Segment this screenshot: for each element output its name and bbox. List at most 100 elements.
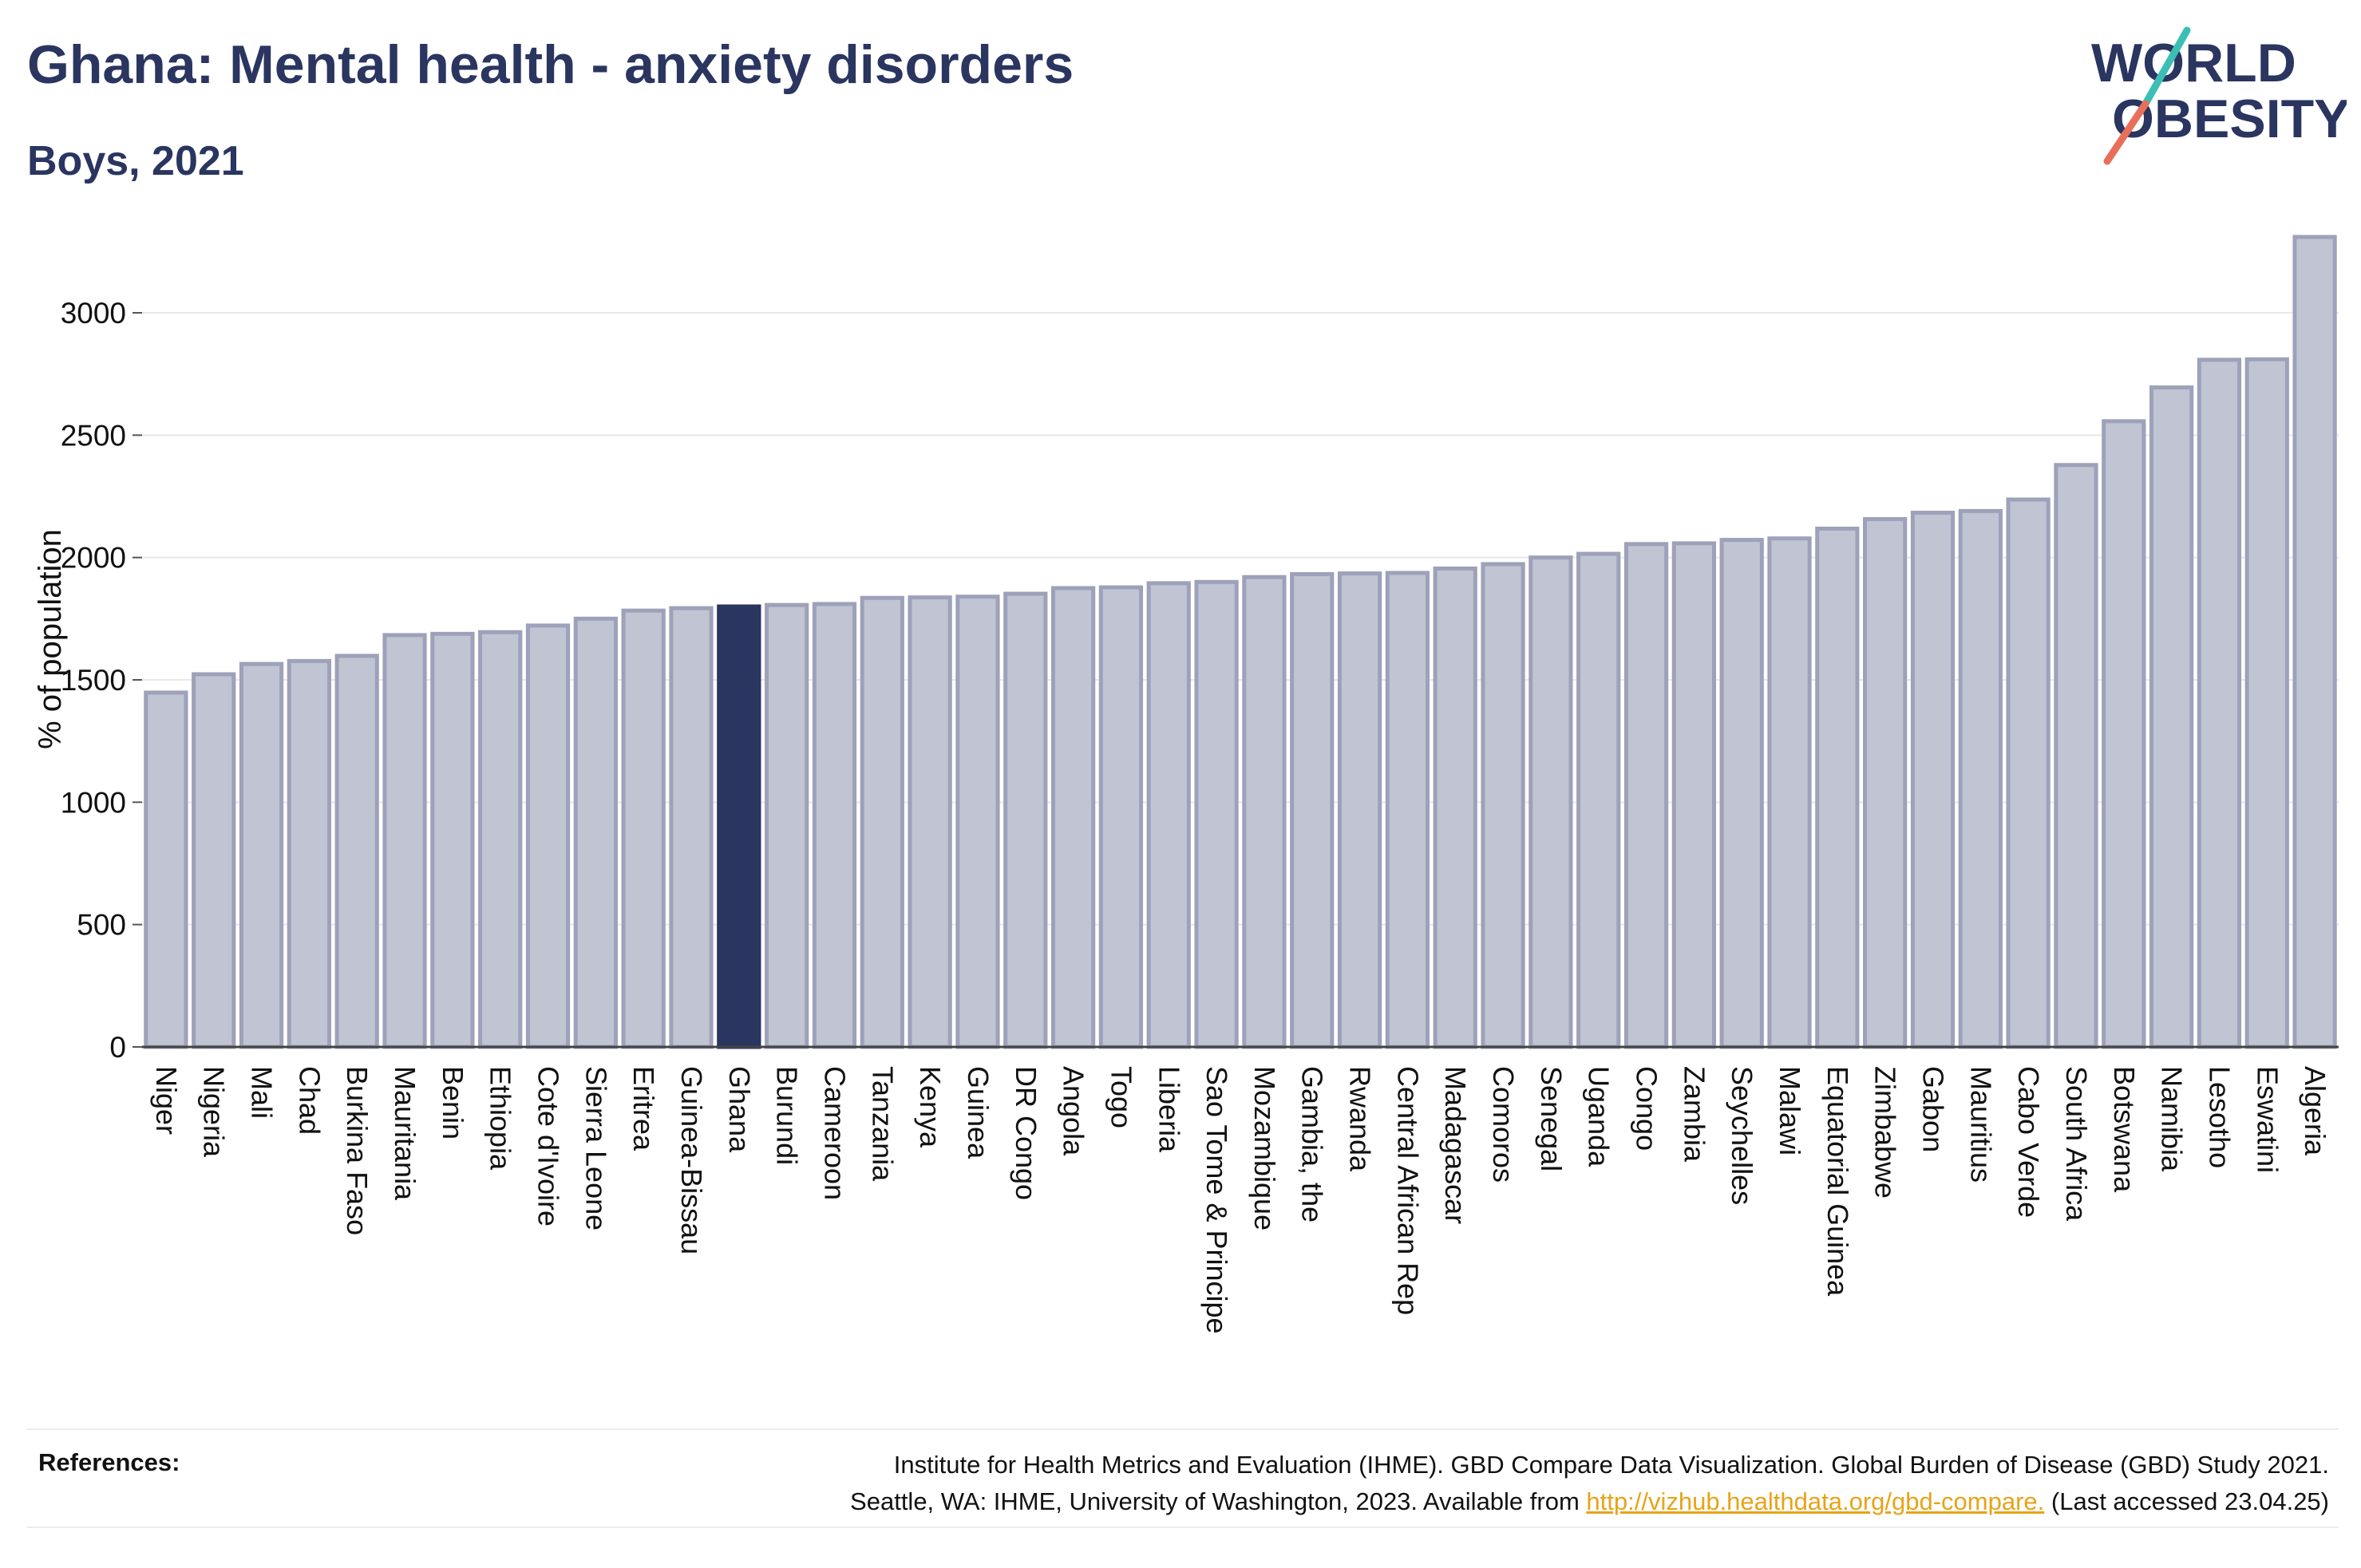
x-axis-labels: Niger Nigeria Mali Chad Burkina Faso Mauritan… <box>150 1066 2331 1334</box>
x-tick-label: Sao Tome & Principe <box>1200 1066 1233 1334</box>
x-tick-label: Nigeria <box>198 1066 231 1158</box>
bar-dr-congo <box>1003 591 1048 1049</box>
bar-mali <box>239 662 284 1049</box>
bar-burkina-faso <box>334 654 379 1049</box>
bar-equatorial-guinea <box>1815 526 1860 1049</box>
x-tick-label: Ethiopia <box>484 1066 517 1171</box>
bar-gambia-the <box>1290 572 1335 1049</box>
bar-comoros <box>1481 562 1525 1049</box>
x-tick-label: Lesotho <box>2203 1066 2236 1168</box>
references-text: Institute for Health Metrics and Evaluat… <box>493 1447 2329 1520</box>
y-tick-label: 2000 <box>61 542 126 575</box>
bar-chart: 0 500 1000 1500 2000 2500 3000 Niger Nigeria Mal… <box>33 235 2339 1334</box>
y-axis-label: % of population <box>33 529 68 749</box>
bar-cameroon <box>812 602 857 1049</box>
x-tick-label: Uganda <box>1583 1066 1616 1167</box>
bar-mauritius <box>1958 508 2003 1049</box>
bar-sierra-leone <box>573 616 618 1049</box>
x-tick-label: Seychelles <box>1726 1066 1758 1205</box>
bar-namibia <box>2149 385 2194 1049</box>
logo-slash-teal <box>2142 26 2191 108</box>
x-tick-label: Ghana <box>723 1066 756 1153</box>
y-tick-label: 2500 <box>61 419 126 452</box>
x-tick-label: Congo <box>1631 1066 1663 1151</box>
y-tick-label: 3000 <box>61 297 126 330</box>
x-tick-label: Gabon <box>1916 1066 1949 1152</box>
bar-senegal <box>1529 555 1573 1049</box>
x-tick-label: Botswana <box>2108 1066 2141 1193</box>
x-tick-label: Tanzania <box>866 1066 899 1182</box>
bar-eritrea <box>621 608 666 1049</box>
x-tick-label: Rwanda <box>1344 1066 1377 1172</box>
x-tick-label: Zambia <box>1678 1066 1710 1163</box>
x-tick-label: Mauritius <box>1964 1066 1997 1183</box>
logo-slash-coral <box>2103 100 2149 165</box>
x-tick-label: Mauritania <box>389 1066 421 1201</box>
x-tick-label: South Africa <box>2060 1066 2093 1222</box>
bar-malawi <box>1767 536 1812 1049</box>
bar-zambia <box>1671 541 1716 1049</box>
bar-rwanda <box>1337 571 1382 1049</box>
x-tick-label: Cabo Verde <box>2012 1066 2045 1218</box>
bar-zimbabwe <box>1863 517 1908 1049</box>
x-tick-label: Central African Rep <box>1391 1066 1424 1315</box>
bar-mozambique <box>1242 575 1287 1049</box>
bar-ethiopia <box>478 630 523 1049</box>
bar-central-african-rep <box>1385 571 1430 1049</box>
x-tick-label: Madagascar <box>1439 1066 1472 1224</box>
logo-line-1: WORLD <box>2091 33 2296 93</box>
x-tick-label: Niger <box>150 1066 183 1135</box>
bar-congo <box>1623 542 1669 1049</box>
x-tick-label: Sierra Leone <box>579 1066 612 1230</box>
reference-line-2-prefix: Seattle, WA: IHME, University of Washing… <box>850 1487 1587 1515</box>
x-tick-label: Kenya <box>914 1066 947 1148</box>
x-tick-label: Senegal <box>1535 1066 1568 1171</box>
y-axis-ticks: 0 500 1000 1500 2000 2500 3000 <box>61 297 142 1064</box>
x-tick-label: Mali <box>246 1066 279 1119</box>
y-tick-label: 1000 <box>61 786 126 819</box>
bar-eswatini <box>2244 357 2289 1049</box>
x-tick-label: Gambia, the <box>1296 1066 1329 1222</box>
chart-subtitle: Boys, 2021 <box>27 138 244 184</box>
x-tick-label: Eritrea <box>627 1066 660 1151</box>
bar-liberia <box>1146 581 1191 1049</box>
bar-gabon <box>1910 511 1956 1049</box>
x-tick-label: Zimbabwe <box>1869 1066 1902 1199</box>
reference-link[interactable]: http://vizhub.healthdata.org/gbd-compare… <box>1586 1487 2045 1515</box>
x-tick-label: Chad <box>293 1066 326 1135</box>
bar-chad <box>287 658 332 1049</box>
chart-title: Ghana: Mental health - anxiety disorders <box>27 34 1074 95</box>
bar-mauritania <box>382 633 427 1049</box>
y-tick-label: 500 <box>77 909 126 942</box>
y-tick-label: 1500 <box>61 664 126 697</box>
x-tick-label: Angola <box>1058 1066 1090 1156</box>
x-tick-label: Burkina Faso <box>341 1066 374 1235</box>
x-tick-label: Algeria <box>2299 1066 2331 1156</box>
bar-angola <box>1050 586 1096 1049</box>
reference-line-1: Institute for Health Metrics and Evaluat… <box>893 1451 2329 1479</box>
x-tick-label: Cameroon <box>818 1066 851 1200</box>
x-tick-label: Comoros <box>1487 1066 1520 1183</box>
bar-seychelles <box>1719 538 1764 1049</box>
bar-south-africa <box>2054 463 2098 1049</box>
bar-lesotho <box>2197 357 2242 1049</box>
bars <box>144 235 2337 1049</box>
world-obesity-logo: WORLD OBESITY <box>2091 26 2347 165</box>
bar-guinea-bissau <box>669 606 714 1049</box>
reference-line-2-suffix: (Last accessed 23.04.25) <box>2044 1487 2329 1515</box>
x-tick-label: Burundi <box>771 1066 804 1165</box>
bar-algeria <box>2292 235 2337 1049</box>
bar-cabo-verde <box>2006 497 2051 1049</box>
bar-uganda <box>1576 551 1621 1049</box>
x-tick-label: Guinea-Bissau <box>675 1066 708 1254</box>
bar-guinea <box>955 594 1000 1049</box>
bar-burundi <box>765 602 809 1049</box>
bar-nigeria <box>192 672 236 1049</box>
footer-divider-top <box>27 1428 2339 1430</box>
bar-benin <box>430 631 475 1049</box>
references-heading: References: <box>38 1448 180 1476</box>
x-tick-label: Cote d'Ivoire <box>532 1066 565 1226</box>
x-tick-label: DR Congo <box>1010 1066 1042 1200</box>
bar-niger <box>144 690 188 1049</box>
bar-tanzania <box>860 595 904 1049</box>
